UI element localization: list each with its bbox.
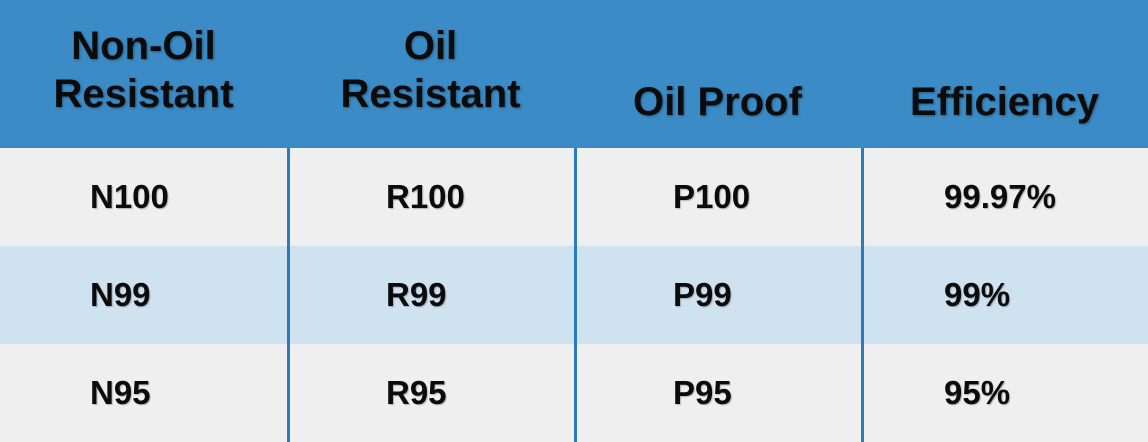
table-cell: N95 (0, 344, 287, 442)
table-cell: 99.97% (861, 148, 1148, 246)
header-label: Oil Resistant (340, 24, 521, 116)
table-cell: N99 (0, 246, 287, 344)
table-cell: P95 (574, 344, 861, 442)
header-label: Efficiency (910, 80, 1099, 124)
header-efficiency: Efficiency (861, 0, 1148, 148)
header-oil-resistant: Oil Resistant (287, 0, 574, 148)
table-cell: 99% (861, 246, 1148, 344)
table-cell: P100 (574, 148, 861, 246)
table-cell: N100 (0, 148, 287, 246)
header-label: Oil Proof (633, 80, 802, 124)
table-cell: R100 (287, 148, 574, 246)
table-cell: 95% (861, 344, 1148, 442)
table-cell: R95 (287, 344, 574, 442)
header-label: Non-Oil Resistant (53, 24, 234, 116)
header-non-oil-resistant: Non-Oil Resistant (0, 0, 287, 148)
header-oil-proof: Oil Proof (574, 0, 861, 148)
table-cell: P99 (574, 246, 861, 344)
table-cell: R99 (287, 246, 574, 344)
